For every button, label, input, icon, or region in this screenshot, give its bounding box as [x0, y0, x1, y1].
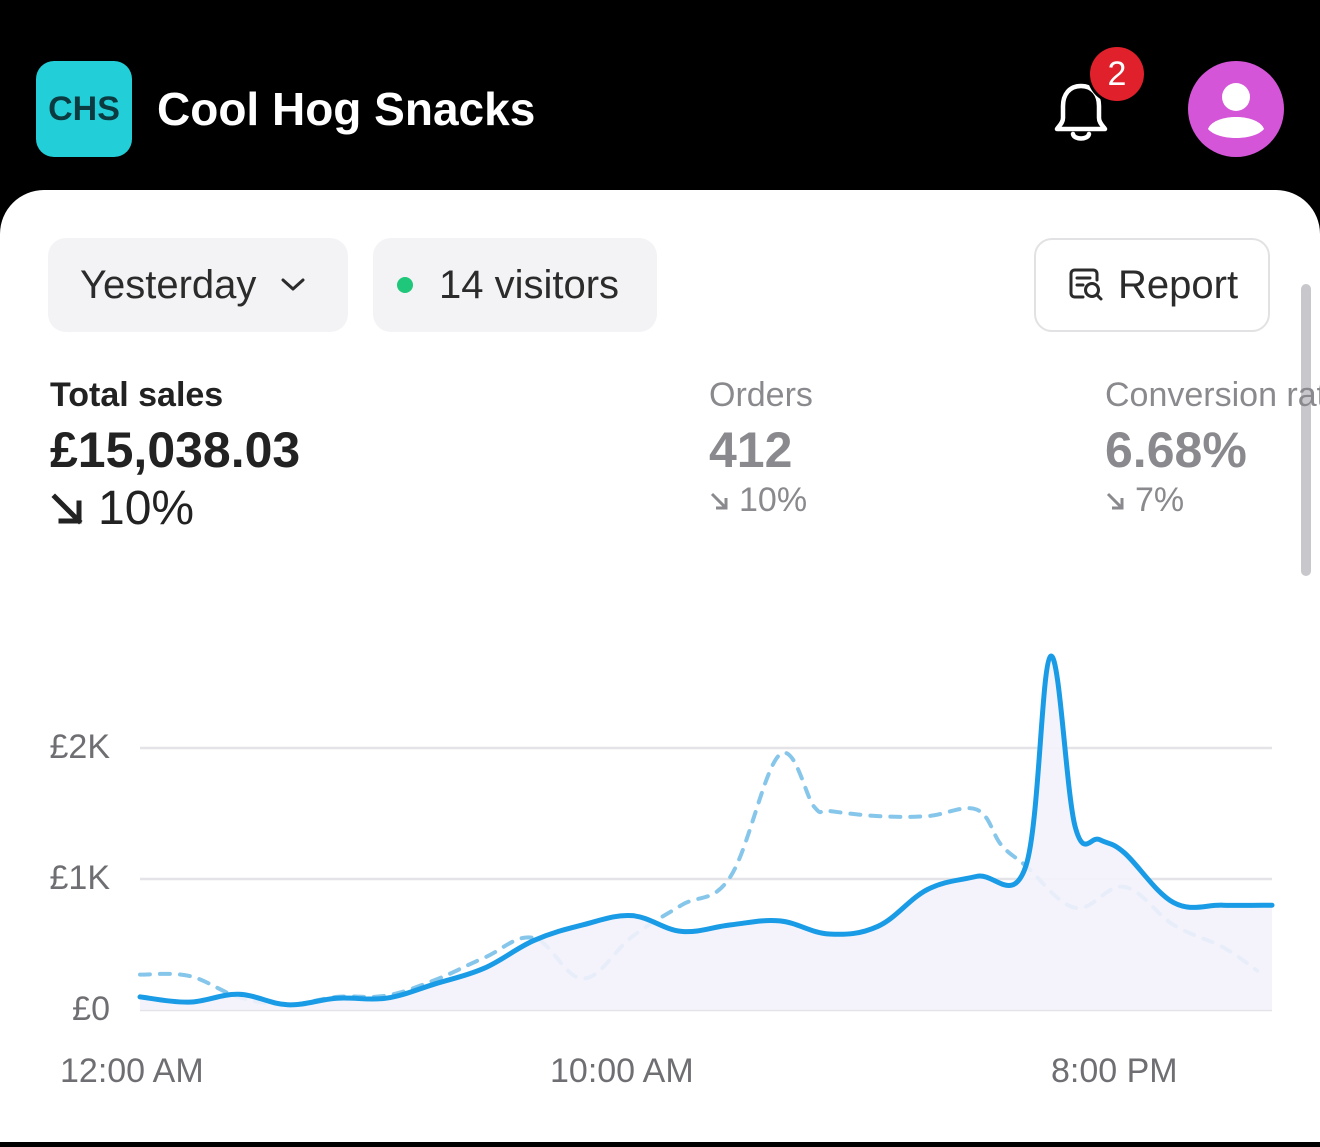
app-header: CHS Cool Hog Snacks 2 — [0, 0, 1320, 190]
chevron-down-icon — [281, 278, 305, 291]
scrollbar[interactable] — [1301, 284, 1311, 576]
conversion-rate-change: 7% — [1135, 481, 1185, 519]
notification-badge[interactable]: 2 — [1090, 47, 1144, 101]
report-label: Report — [1118, 262, 1239, 307]
store-logo[interactable]: CHS — [36, 61, 132, 157]
report-button[interactable]: Report — [1034, 238, 1270, 332]
date-range-label: Yesterday — [80, 262, 257, 307]
date-range-dropdown[interactable]: Yesterday — [48, 238, 348, 332]
orders-value: 412 — [709, 422, 793, 478]
arrow-down-right-icon — [710, 492, 728, 509]
total-sales-metric[interactable]: Total sales £15,038.03 10% — [50, 376, 300, 536]
store-name[interactable]: Cool Hog Snacks — [157, 83, 536, 135]
conversion-rate-label: Conversion rate — [1105, 376, 1320, 414]
orders-metric[interactable]: Orders 412 10% — [709, 376, 813, 520]
visitors-label: 14 visitors — [439, 262, 620, 307]
orders-label: Orders — [709, 376, 813, 414]
arrow-down-right-icon — [1106, 492, 1124, 509]
conversion-rate-value: 6.68% — [1105, 422, 1247, 478]
total-sales-value: £15,038.03 — [50, 422, 301, 478]
live-status-dot — [397, 277, 413, 293]
bell-icon[interactable] — [1048, 78, 1114, 144]
report-search-icon — [1069, 268, 1103, 301]
conversion-rate-metric[interactable]: Conversion rate 6.68% 7% — [1105, 376, 1320, 520]
orders-change: 10% — [739, 481, 808, 519]
total-sales-change: 10% — [98, 482, 195, 535]
user-avatar-icon[interactable] — [1188, 61, 1284, 157]
arrow-down-right-icon — [51, 492, 83, 525]
dashboard-card: Yesterday 14 visitors Report Total sales… — [0, 190, 1320, 1142]
total-sales-label: Total sales — [50, 376, 224, 414]
live-visitors-chip[interactable]: 14 visitors — [373, 238, 657, 332]
